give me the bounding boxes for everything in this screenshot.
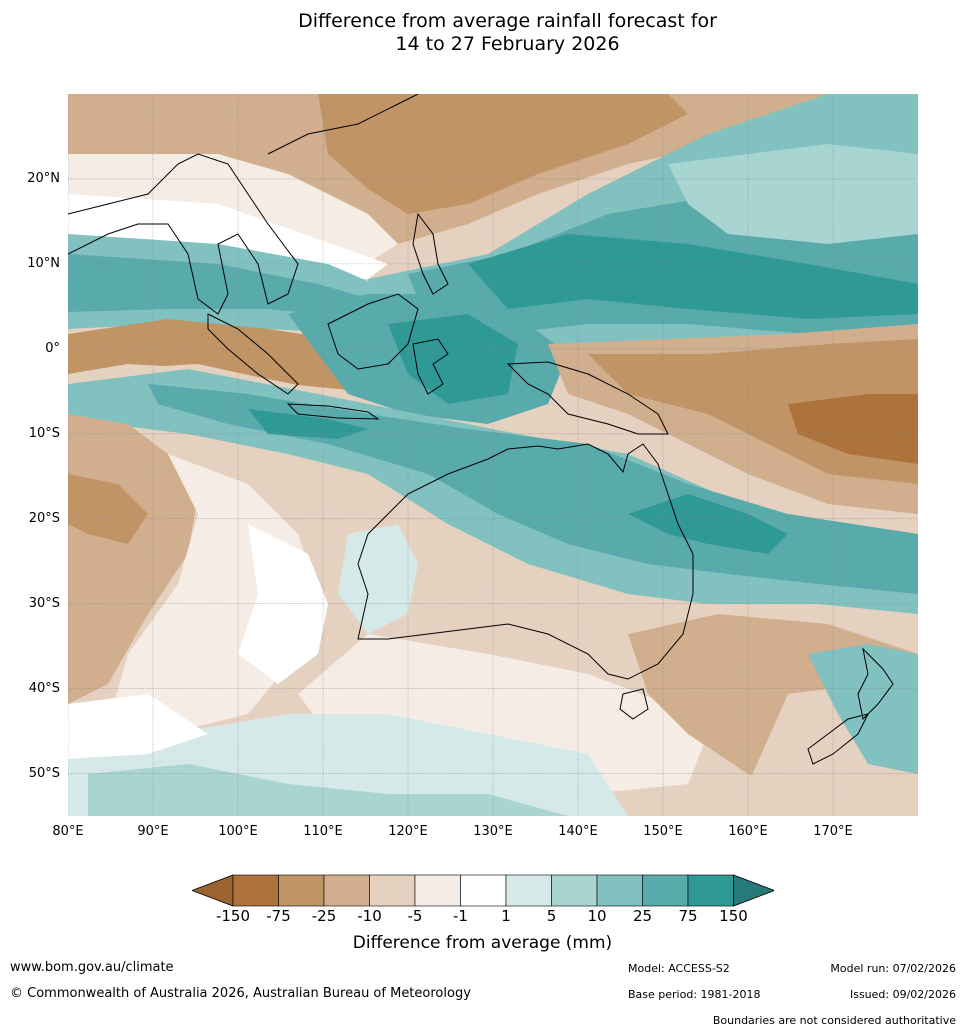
footer-issued: Issued: 09/02/2026	[849, 988, 956, 1001]
lon-tick-label: 130°E	[473, 824, 513, 839]
lat-tick-label: 20°S	[28, 510, 60, 526]
colorbar-bin	[323, 874, 370, 907]
nz-south-coast	[807, 713, 869, 765]
colorbar-tick-label: -1	[453, 907, 468, 925]
lon-tick-label: 170°E	[813, 824, 853, 839]
lon-tick-label: 80°E	[52, 824, 84, 839]
colorbar-bin	[551, 874, 598, 907]
colorbar-tick-label: 10	[587, 907, 607, 925]
lon-tick-label: 150°E	[643, 824, 683, 839]
tasmania-coast	[619, 688, 649, 720]
field-sp-dry-core	[788, 394, 918, 464]
colorbar-tick-label: 75	[678, 907, 698, 925]
lat-tick-label: 20°N	[27, 170, 60, 186]
colorbar-bin	[642, 874, 689, 907]
colorbar-extend-high	[733, 874, 776, 907]
field-maritime-core	[388, 314, 518, 404]
colorbar-svg	[190, 874, 776, 907]
sumatra-coast	[207, 313, 299, 395]
colorbar-tick-label: -150	[215, 907, 251, 925]
borneo-coast	[327, 293, 419, 370]
sulawesi-coast	[412, 338, 449, 395]
colorbar-bin	[278, 874, 325, 907]
colorbar-bin	[460, 874, 507, 907]
field-wio-white	[238, 524, 328, 684]
footer-url[interactable]: www.bom.gov.au/climate	[10, 960, 174, 975]
coastlines	[68, 94, 894, 765]
colorbar-tick-label: -75	[266, 907, 291, 925]
lat-tick-label: 30°S	[28, 595, 60, 611]
java-coast	[286, 403, 380, 420]
colorbar-tick-label: 5	[546, 907, 557, 925]
field-so-wet	[88, 764, 568, 816]
colorbar	[190, 874, 776, 912]
footer-model-run: Model run: 07/02/2026	[830, 962, 956, 975]
lon-tick-label: 110°E	[303, 824, 343, 839]
gridlines	[68, 94, 918, 816]
australia-coast	[357, 443, 694, 680]
lat-tick-label: 40°S	[28, 680, 60, 696]
lat-tick-label: 0°	[45, 340, 60, 356]
footer-disclaimer: Boundaries are not considered authoritat…	[712, 1014, 956, 1027]
field-io-wet-core	[68, 254, 388, 319]
lon-tick-label: 100°E	[218, 824, 258, 839]
footer-copyright: © Commonwealth of Australia 2026, Austra…	[10, 986, 471, 1001]
colorbar-tick-label: 25	[632, 907, 653, 925]
colorbar-bin	[414, 874, 461, 907]
field-aus-west-pale	[338, 524, 418, 634]
colorbar-bin	[596, 874, 643, 907]
title-line-2: 14 to 27 February 2026	[395, 33, 620, 55]
colorbar-bin	[369, 874, 416, 907]
map-canvas	[68, 94, 918, 816]
field-wio-dry-core	[68, 474, 148, 544]
colorbar-title: Difference from average (mm)	[352, 933, 613, 953]
lon-tick-label: 90°E	[137, 824, 169, 839]
colorbar-tick-label: -25	[311, 907, 337, 925]
lat-tick-label: 50°S	[28, 765, 60, 781]
new-guinea-coast	[506, 361, 669, 435]
lat-tick-label: 10°N	[27, 255, 60, 271]
philippines-coast	[412, 212, 449, 295]
chart-title: Difference from average rainfall forecas…	[0, 10, 965, 56]
field-pacific-wet-core	[468, 234, 918, 319]
lon-tick-label: 140°E	[558, 824, 598, 839]
colorbar-bin	[232, 874, 279, 907]
colorbar-tick-label: 150	[719, 907, 748, 925]
nz-north-coast	[857, 647, 894, 721]
lat-tick-label: 10°S	[28, 425, 60, 441]
lon-tick-label: 120°E	[388, 824, 428, 839]
colorbar-tick-label: -10	[357, 907, 382, 925]
asia-coast	[68, 94, 419, 315]
field-nz-wet	[808, 644, 918, 774]
colorbar-tick-label: 1	[501, 907, 511, 925]
field-south-china-dry	[318, 94, 688, 214]
field-so-white	[68, 694, 208, 759]
title-line-1: Difference from average rainfall forecas…	[298, 10, 717, 32]
field-pacific-pale	[668, 144, 918, 244]
colorbar-bin	[505, 874, 552, 907]
colorbar-tick-label: -5	[407, 907, 423, 925]
footer-model: Model: ACCESS-S2	[628, 962, 730, 975]
colorbar-bin	[687, 874, 734, 907]
colorbar-extend-low	[190, 874, 234, 907]
footer-base-period: Base period: 1981-2018	[628, 988, 761, 1001]
rainfall-map	[68, 94, 918, 816]
lon-tick-label: 160°E	[728, 824, 768, 839]
field-sio-wet-core	[248, 409, 368, 439]
